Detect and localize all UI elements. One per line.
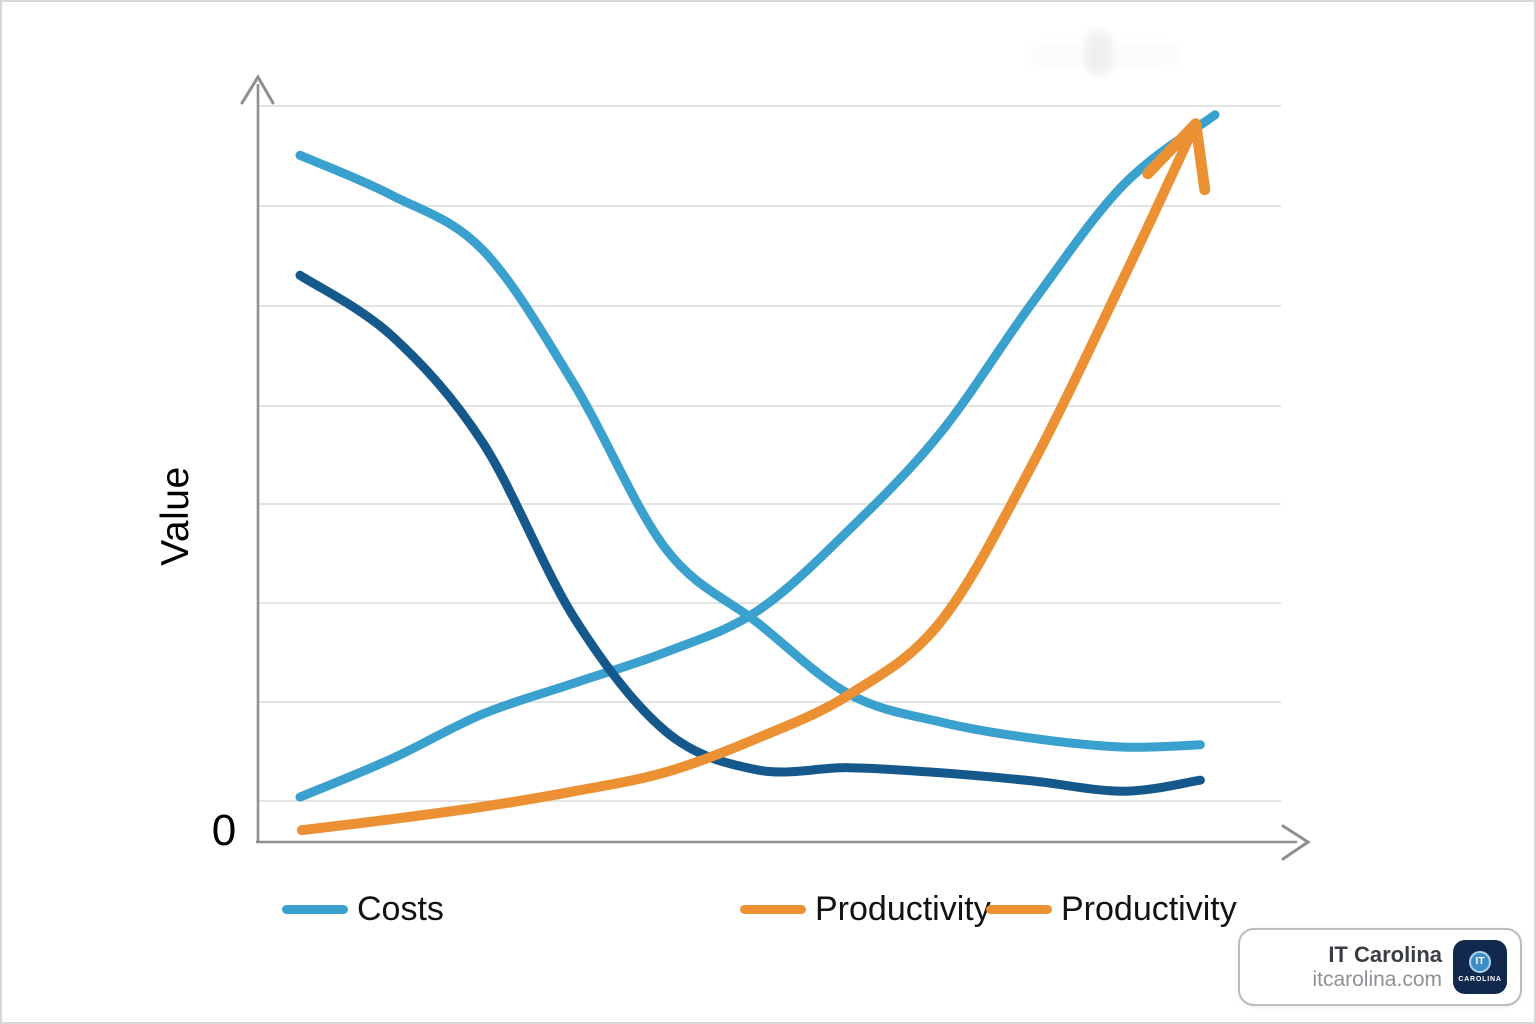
curve-dark-blue-falling [295, 270, 1205, 796]
gridlines [258, 105, 1281, 802]
curve-costs-rising [295, 110, 1220, 802]
curve-productivity [296, 118, 1201, 836]
series-lines [295, 110, 1220, 836]
faint-smudge-artifact [1086, 30, 1112, 76]
watermark-text: IT Carolina itcarolina.com [1312, 942, 1442, 991]
y-axis-arrow-icon [240, 74, 275, 105]
axes [240, 74, 1311, 861]
watermark-url: itcarolina.com [1312, 967, 1442, 991]
curve-costs-falling [295, 150, 1205, 752]
itcarolina-logo-caption: CAROLINA [1458, 976, 1502, 983]
legend-item-productivity-2: Productivity [986, 886, 1237, 932]
itcarolina-logo-circle-icon: IT [1469, 951, 1491, 973]
productivity-arrowhead-icon [1142, 118, 1211, 196]
x-axis-arrow-icon [1281, 824, 1311, 861]
watermark-title: IT Carolina [1328, 942, 1442, 968]
legend-label: Costs [357, 889, 444, 928]
costs-line-swatch [282, 904, 348, 914]
productivity-line-swatch [740, 904, 806, 914]
legend-item-costs: Costs [282, 886, 444, 932]
legend: Costs Productivity Productivity [0, 886, 1536, 936]
productivity-line-swatch [986, 904, 1052, 914]
legend-item-productivity-1: Productivity [740, 886, 991, 932]
itcarolina-logo: IT CAROLINA [1453, 940, 1507, 994]
itcarolina-watermark-card[interactable]: IT Carolina itcarolina.com IT CAROLINA [1238, 928, 1522, 1006]
y-axis-title: Value [154, 466, 197, 566]
legend-label: Productivity [815, 889, 991, 928]
legend-label: Productivity [1061, 889, 1237, 928]
faint-smudge-artifact [1030, 44, 1180, 66]
origin-tick-label: 0 [211, 806, 237, 855]
